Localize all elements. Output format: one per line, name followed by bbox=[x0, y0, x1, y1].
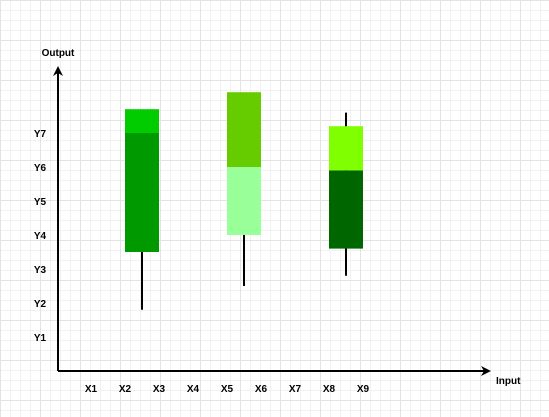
candle bbox=[125, 109, 159, 310]
candle-body-segment bbox=[329, 170, 363, 249]
y-tick-labels: Y1 Y2 Y3 Y4 Y5 Y6 Y7 bbox=[34, 129, 47, 344]
x-tick-labels: X1 X2 X3 X4 X5 X6 X7 X8 X9 bbox=[85, 384, 370, 395]
x-axis-title: Input bbox=[496, 376, 521, 387]
candle-body-segment bbox=[227, 167, 261, 235]
y-axis-title: Output bbox=[42, 48, 75, 59]
candle-body-segment bbox=[125, 109, 159, 133]
candle-body-segment bbox=[227, 92, 261, 167]
x-tick-label: X5 bbox=[221, 384, 234, 395]
x-tick-label: X8 bbox=[323, 384, 336, 395]
y-tick-label: Y5 bbox=[34, 197, 47, 208]
y-tick-label: Y2 bbox=[34, 299, 47, 310]
candle-body-segment bbox=[329, 126, 363, 171]
candles bbox=[125, 92, 363, 310]
candle-body-segment bbox=[125, 133, 159, 252]
y-tick-label: Y6 bbox=[34, 163, 47, 174]
x-tick-label: X1 bbox=[85, 384, 98, 395]
x-tick-label: X9 bbox=[357, 384, 370, 395]
x-tick-label: X7 bbox=[289, 384, 302, 395]
y-tick-label: Y7 bbox=[34, 129, 47, 140]
x-tick-label: X2 bbox=[119, 384, 132, 395]
x-tick-label: X3 bbox=[153, 384, 166, 395]
y-tick-label: Y1 bbox=[34, 333, 47, 344]
x-tick-label: X4 bbox=[187, 384, 200, 395]
candle bbox=[329, 112, 363, 276]
y-tick-label: Y4 bbox=[34, 231, 47, 242]
candle bbox=[227, 92, 261, 286]
x-tick-label: X6 bbox=[255, 384, 268, 395]
y-tick-label: Y3 bbox=[34, 265, 47, 276]
